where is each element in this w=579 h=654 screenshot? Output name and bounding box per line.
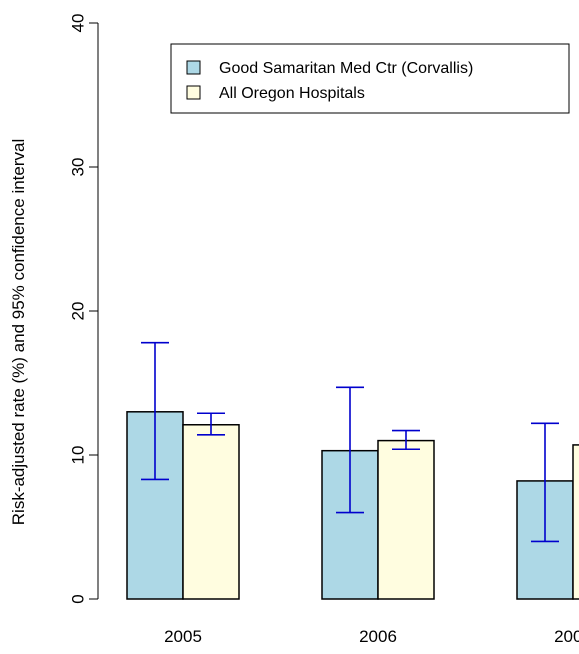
legend-swatch (186, 60, 201, 75)
bar-all-oregon-2005 (182, 424, 240, 600)
y-axis: 0 10 20 30 40 (68, 14, 99, 604)
y-tick-label: 20 (68, 302, 87, 321)
x-axis-labels: 2005 2006 2007 (164, 627, 579, 646)
y-tick-label: 0 (68, 594, 87, 603)
x-tick-label: 2006 (359, 627, 397, 646)
plot-area (126, 341, 579, 600)
x-tick-label: 2005 (164, 627, 202, 646)
legend: Good Samaritan Med Ctr (Corvallis) All Or… (170, 43, 570, 114)
y-tick-label: 10 (68, 446, 87, 465)
legend-box (170, 43, 570, 114)
x-tick-label: 2007 (554, 627, 579, 646)
bar-all-oregon-2007 (572, 444, 579, 600)
bar-all-oregon-2006 (377, 439, 435, 600)
y-axis-label: Risk-adjusted rate (%) and 95% confidenc… (9, 139, 28, 525)
legend-swatch (186, 85, 201, 100)
y-tick-label: 30 (68, 158, 87, 177)
legend-label: Good Samaritan Med Ctr (Corvallis) (219, 60, 473, 77)
y-tick-label: 40 (68, 14, 87, 33)
legend-label: All Oregon Hospitals (219, 85, 365, 102)
